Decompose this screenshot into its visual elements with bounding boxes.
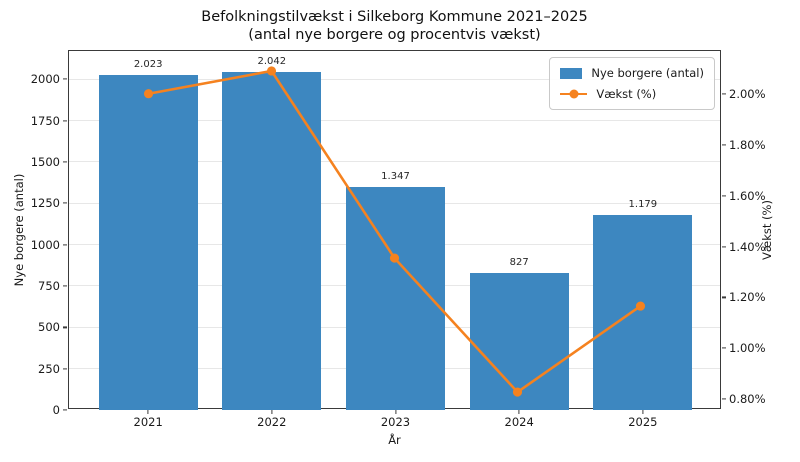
gridline <box>69 161 720 163</box>
legend-label-bars: Nye borgere (antal) <box>591 66 704 80</box>
left-axis-tick <box>63 202 67 204</box>
left-axis-tick <box>63 409 67 411</box>
axis-ticks-layer: 0 250 500 750 1000 1250 1500 1750 2000 0.80% 1.00%… <box>31 51 766 429</box>
legend: Nye borgere (antal) Vækst (%) <box>549 57 715 110</box>
left-axis-tick <box>63 368 67 370</box>
left-axis-title: Nye borgere (antal) <box>12 173 26 286</box>
left-axis-tick-label: 1250 <box>30 196 60 211</box>
right-axis-tick-label: 1.80% <box>729 137 766 152</box>
x-axis-tick <box>518 410 520 414</box>
line-swatch-icon <box>560 89 588 99</box>
right-axis-tick-label: 1.40% <box>729 239 766 254</box>
line-data-point <box>512 387 523 397</box>
x-axis-tick-label: 2021 <box>133 415 163 429</box>
right-axis-tick <box>722 398 726 400</box>
line-data-point <box>389 253 400 263</box>
x-axis-title: År <box>388 433 401 447</box>
line-data-point <box>143 89 154 99</box>
right-axis-tick-label: 2.00% <box>729 86 766 101</box>
right-axis-tick-label: 1.00% <box>729 341 766 356</box>
left-axis-tick-label: 250 <box>38 361 60 376</box>
bar-value-label: 827 <box>509 257 529 269</box>
left-axis-tick-label: 1000 <box>30 237 60 252</box>
x-axis-tick-label: 2022 <box>257 415 287 429</box>
x-axis-tick <box>271 410 273 414</box>
line-marker-icon <box>569 89 579 99</box>
x-axis-tick <box>642 410 644 414</box>
bar-value-label: 2.042 <box>257 56 287 68</box>
gridline <box>69 120 720 122</box>
right-axis-title: Vækst (%) <box>760 199 774 260</box>
left-axis-tick-label: 750 <box>38 278 60 293</box>
gridline <box>69 78 720 80</box>
left-axis-tick-label: 1500 <box>30 154 60 169</box>
left-axis-tick <box>63 244 67 246</box>
left-axis-tick-label: 2000 <box>30 72 60 87</box>
chart-subtitle: (antal nye borgere og procentvis vækst) <box>248 27 541 43</box>
plot-area: 2.023 2.042 1.347 827 1.179 0 250 500 750 1000 12… <box>12 50 774 447</box>
left-axis-tick <box>63 161 67 163</box>
left-axis-tick <box>63 326 67 328</box>
bar <box>593 215 693 410</box>
left-axis-tick <box>63 120 67 122</box>
right-axis-tick <box>722 245 726 248</box>
left-axis-tick <box>63 78 67 80</box>
legend-label-line: Vækst (%) <box>596 87 657 101</box>
right-axis-tick-label: 1.20% <box>729 290 766 305</box>
bar <box>98 75 198 410</box>
right-axis-tick <box>722 347 726 349</box>
x-axis-tick-label: 2023 <box>380 415 411 429</box>
legend-item-bars: Nye borgere (antal) <box>560 66 704 80</box>
right-axis-tick <box>722 195 726 197</box>
x-axis-tick-label: 2025 <box>628 415 658 429</box>
line-data-point <box>635 301 646 311</box>
bar-value-label: 1.179 <box>628 199 658 211</box>
right-axis-tick <box>722 144 726 146</box>
bar-value-label: 2.023 <box>133 59 163 71</box>
bar-value-label: 1.347 <box>381 171 410 183</box>
right-axis-tick-label: 0.80% <box>729 392 766 407</box>
left-axis-tick-label: 1750 <box>30 113 60 128</box>
bars-layer: 2.023 2.042 1.347 827 1.179 <box>69 51 720 410</box>
right-axis-tick-label: 1.60% <box>729 188 766 203</box>
right-axis-tick <box>722 296 726 298</box>
x-axis-tick-label: 2024 <box>504 415 534 429</box>
chart-title: Befolkningstilvækst i Silkeborg Kommune … <box>201 9 588 25</box>
left-axis-tick-label: 500 <box>38 320 60 335</box>
chart-title-block: Befolkningstilvækst i Silkeborg Kommune … <box>68 8 721 44</box>
growth-line-series <box>143 66 646 397</box>
bar <box>469 273 569 410</box>
line-data-point <box>266 66 277 76</box>
right-axis-tick <box>722 93 726 95</box>
left-axis-tick-label: 0 <box>52 403 60 417</box>
x-axis-tick <box>394 410 397 414</box>
bar <box>222 72 322 410</box>
x-axis-tick <box>147 410 149 414</box>
bar <box>346 187 445 410</box>
legend-item-line: Vækst (%) <box>560 87 704 101</box>
left-axis-tick <box>63 285 67 287</box>
bar-swatch-icon <box>560 67 583 79</box>
